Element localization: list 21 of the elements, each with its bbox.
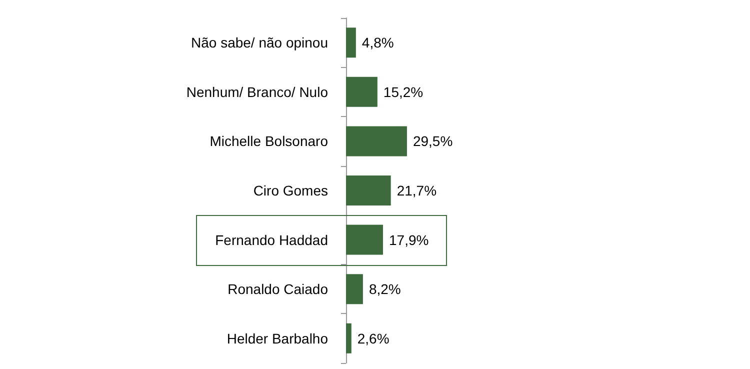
bar [346,126,407,156]
bar [346,274,363,304]
data-label: 17,9% [388,232,429,248]
y-tick-label: Nenhum/ Branco/ Nulo [186,84,328,100]
y-tick-label: Ronaldo Caiado [228,281,328,298]
y-tick-label: Não sabe/ não opinou [191,34,328,51]
data-label: 2,6% [357,330,390,346]
bar [346,323,352,354]
y-tick-label: Michelle Bolsonaro [210,133,328,150]
y-tick-label: Ciro Gomes [253,182,328,198]
y-tick-label: Helder Barbalho [226,330,328,346]
y-tick-label: Fernando Haddad [215,232,328,248]
bar [346,28,356,58]
data-label: 29,5% [412,133,453,150]
data-label: 4,8% [362,34,394,51]
data-label: 21,7% [396,182,437,198]
data-label: 15,2% [383,84,424,100]
data-label: 8,2% [368,281,401,298]
bar [346,176,391,206]
bar [346,76,378,107]
bar [346,224,383,255]
